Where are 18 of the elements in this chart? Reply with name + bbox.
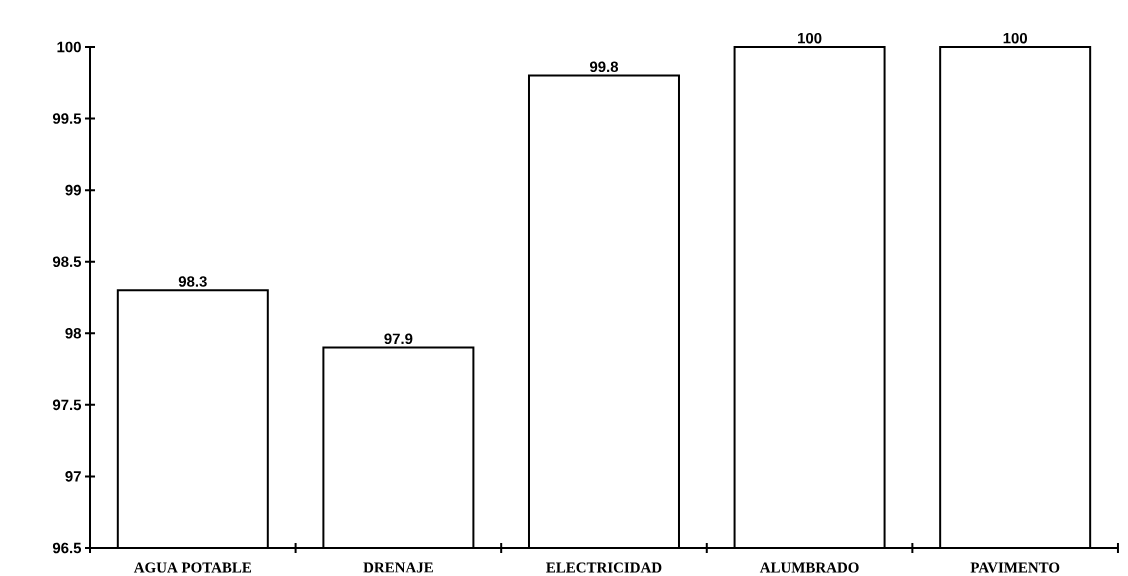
y-tick-label: 97 [65, 471, 81, 482]
data-label: 100 [798, 32, 822, 44]
y-tick-label: 96.5 [52, 542, 82, 554]
y-tick-label: 99 [65, 184, 81, 196]
y-tick-label: 100 [57, 41, 81, 53]
y-tick-label: 98.5 [52, 256, 82, 267]
y-tick-label: 97.5 [52, 399, 82, 411]
x-tick-label: ALUMBRADO [759, 562, 859, 573]
x-tick-label: DRENAJE [363, 562, 433, 573]
x-tick-label: AGUA POTABLE [133, 562, 252, 573]
x-tick-label: PAVIMENTO [970, 562, 1060, 573]
data-label: 98.3 [178, 276, 207, 287]
data-label: 97.9 [384, 333, 413, 345]
data-label: 100 [1003, 32, 1027, 44]
y-tick-label: 98 [65, 327, 82, 339]
data-label: 99.8 [589, 61, 619, 73]
x-tick-label: ELECTRICIDAD [546, 562, 662, 573]
y-tick-label: 99.5 [52, 113, 82, 124]
